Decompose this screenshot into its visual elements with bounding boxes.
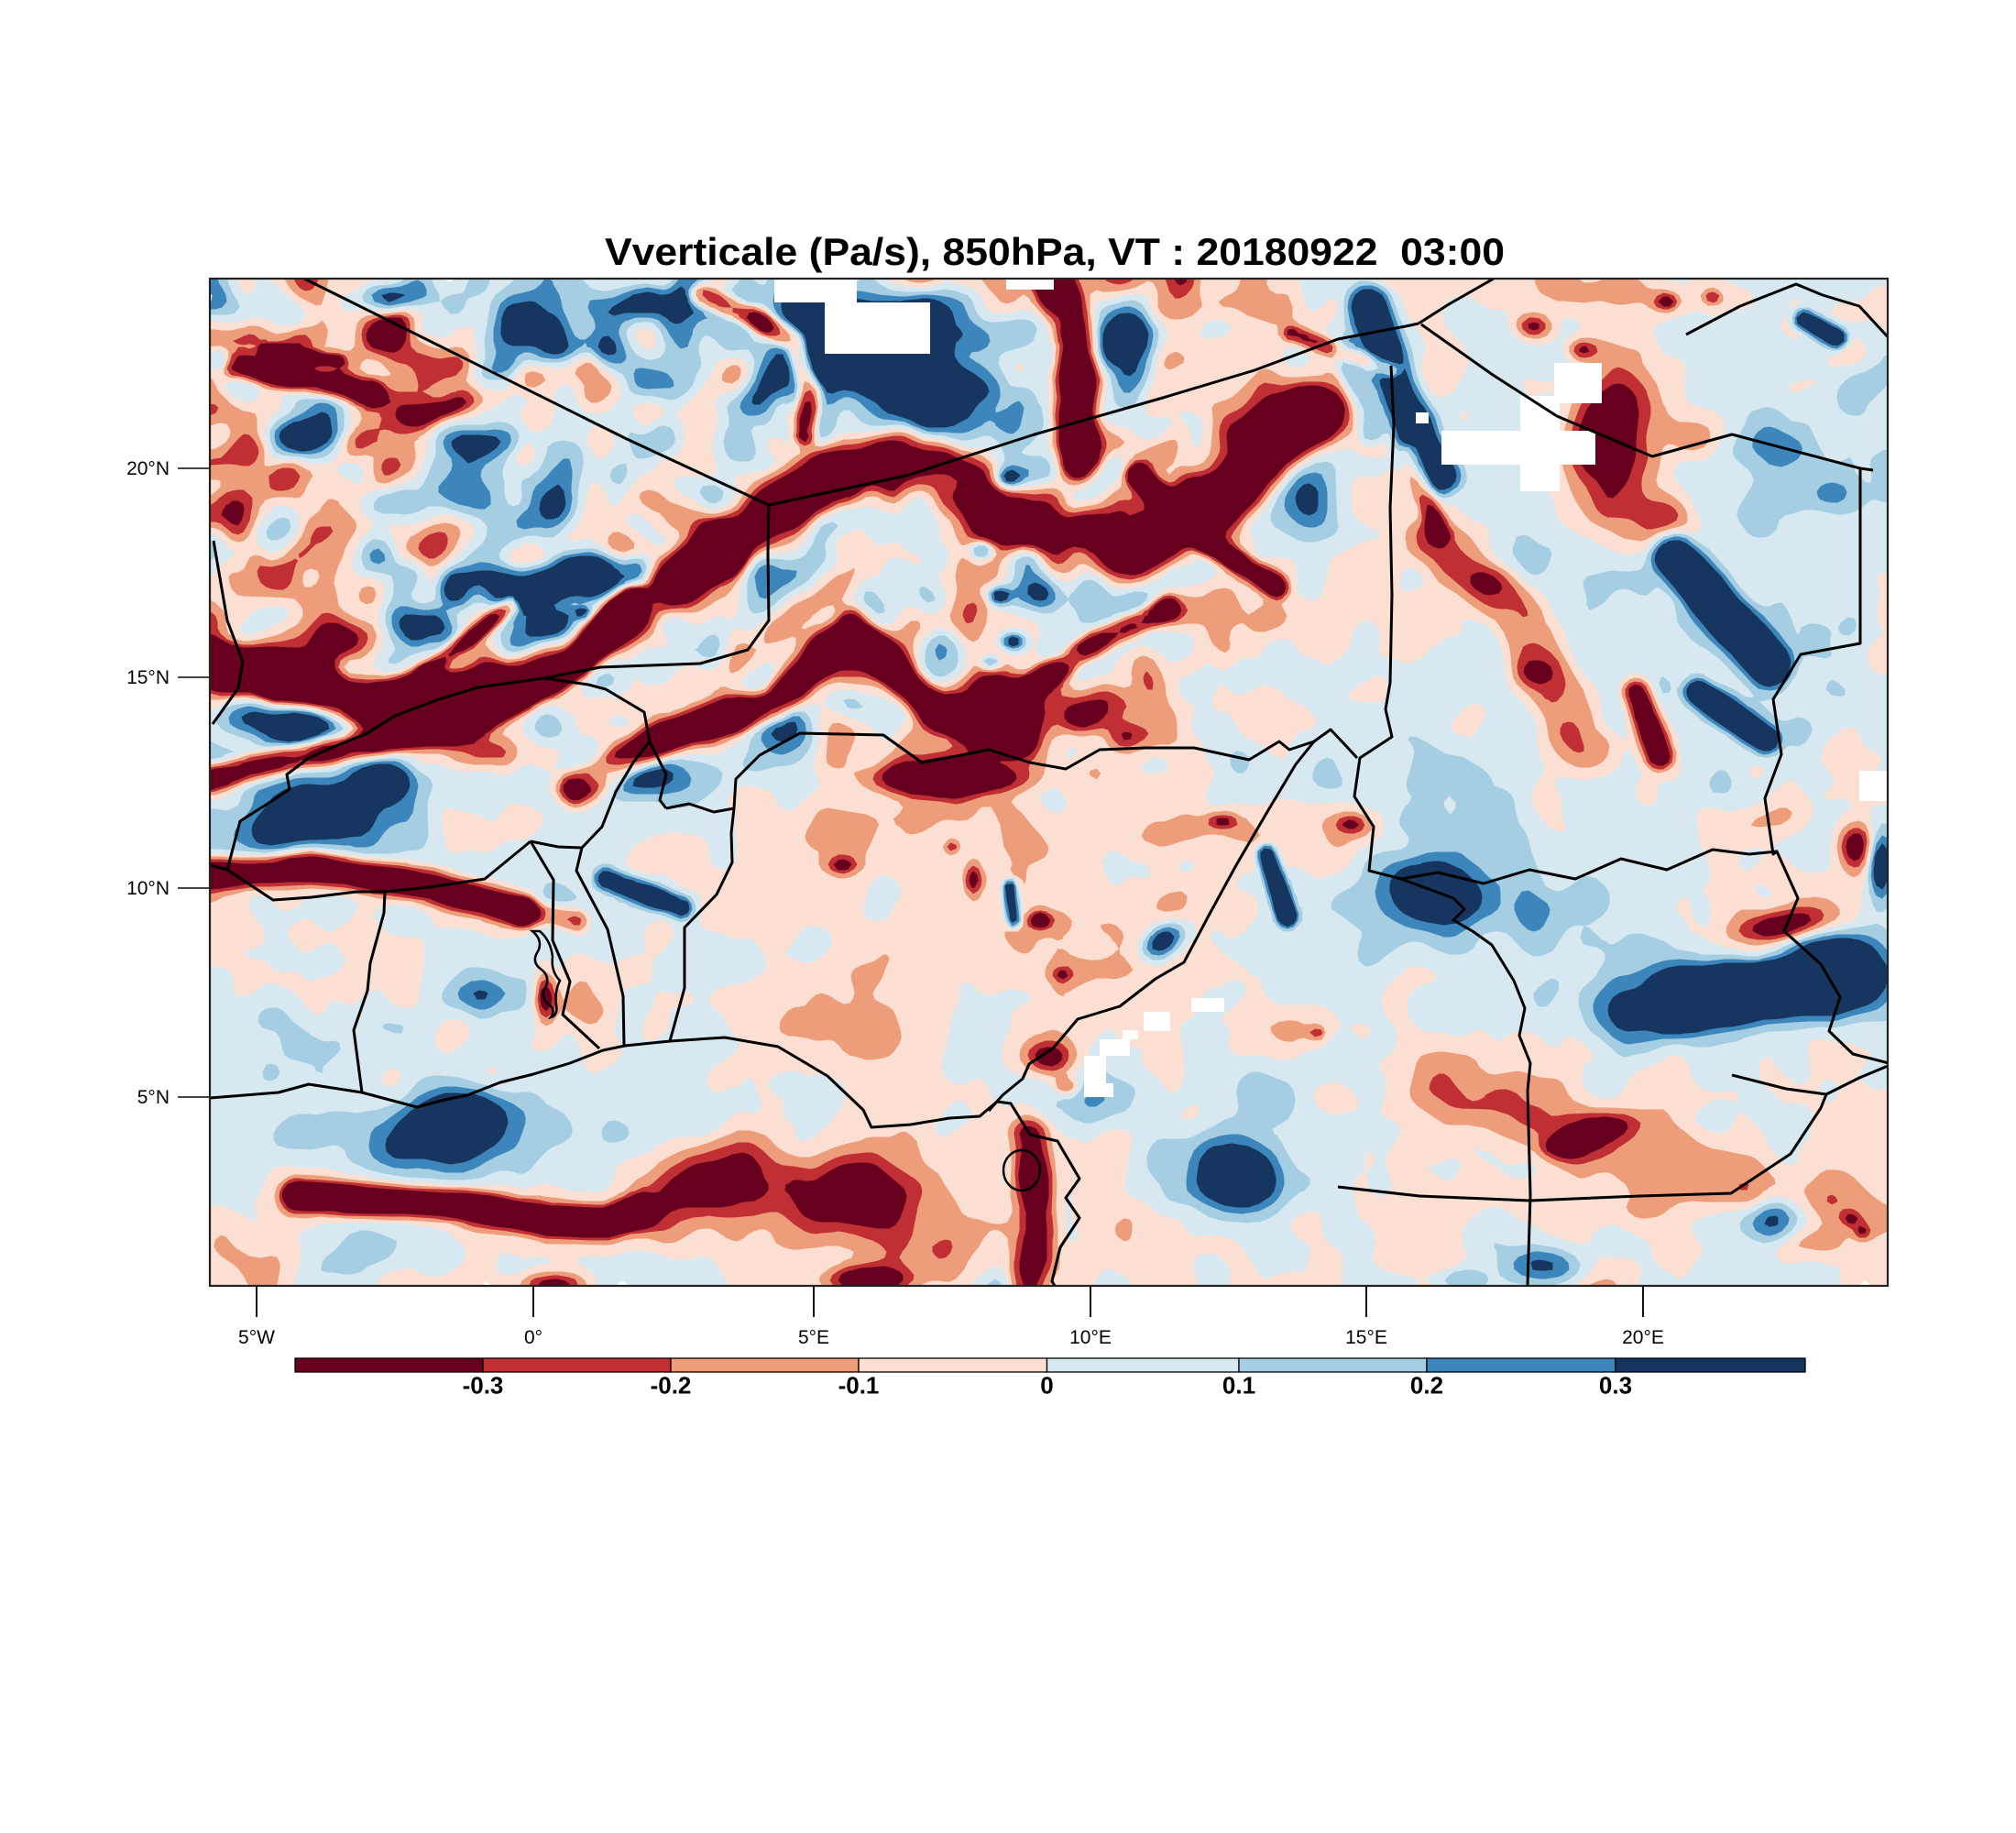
svg-text:5°E: 5°E bbox=[798, 1327, 829, 1348]
svg-text:10°E: 10°E bbox=[1069, 1327, 1112, 1348]
svg-text:0.3: 0.3 bbox=[1599, 1372, 1632, 1399]
svg-text:10°N: 10°N bbox=[126, 878, 170, 899]
svg-text:20°N: 20°N bbox=[126, 458, 170, 479]
svg-text:0: 0 bbox=[1040, 1372, 1053, 1399]
svg-text:-0.1: -0.1 bbox=[838, 1372, 880, 1399]
svg-text:0.2: 0.2 bbox=[1410, 1372, 1443, 1399]
svg-text:5°N: 5°N bbox=[137, 1087, 170, 1108]
svg-text:Vverticale (Pa/s), 850hPa, VT: Vverticale (Pa/s), 850hPa, VT : 20180922… bbox=[605, 230, 1505, 273]
svg-text:0°: 0° bbox=[524, 1327, 542, 1348]
svg-text:15°E: 15°E bbox=[1345, 1327, 1387, 1348]
svg-text:15°N: 15°N bbox=[126, 667, 170, 688]
svg-text:-0.2: -0.2 bbox=[651, 1372, 692, 1399]
svg-text:-0.3: -0.3 bbox=[463, 1372, 504, 1399]
svg-text:20°E: 20°E bbox=[1622, 1327, 1664, 1348]
svg-text:0.1: 0.1 bbox=[1222, 1372, 1255, 1399]
svg-text:5°W: 5°W bbox=[238, 1327, 275, 1348]
